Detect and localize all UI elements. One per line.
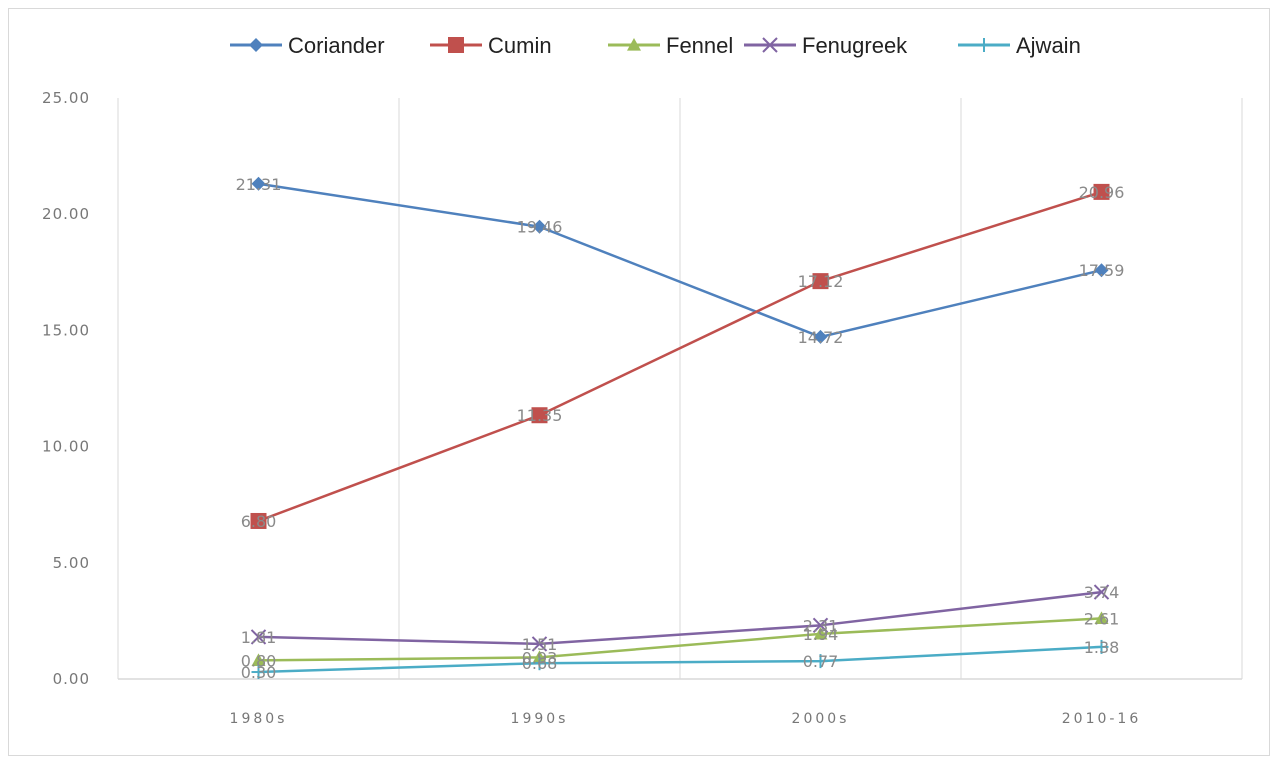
legend-item-fennel[interactable]: Fennel [608, 33, 733, 58]
legend-label: Cumin [488, 33, 552, 58]
data-label-fenugreek: 1.51 [522, 635, 558, 654]
y-tick-label: 5.00 [53, 554, 90, 572]
y-tick-label: 25.00 [42, 89, 90, 107]
data-point-marker [251, 176, 266, 191]
data-point-marker [627, 38, 641, 51]
legend: Coriander Cumin Fennel Fenugreek Ajwain [230, 33, 1081, 58]
legend-item-ajwain[interactable]: Ajwain [958, 33, 1081, 58]
data-label-coriander: 14.72 [798, 328, 844, 347]
data-label-coriander: 21.31 [236, 175, 282, 194]
data-point-marker [250, 512, 267, 529]
data-label-ajwain: 0.30 [241, 663, 277, 682]
legend-label: Fenugreek [802, 33, 908, 58]
chart-frame [8, 8, 1270, 756]
data-point-marker [448, 37, 464, 53]
data-label-ajwain: 0.68 [522, 654, 558, 673]
data-label-cumin: 6.80 [241, 512, 277, 531]
legend-item-cumin[interactable]: Cumin [430, 33, 552, 58]
legend-label: Ajwain [1016, 33, 1081, 58]
data-point-marker [1094, 263, 1109, 278]
data-point-marker [813, 329, 828, 344]
data-point-marker [251, 653, 266, 667]
y-tick-label: 20.00 [42, 205, 90, 223]
y-tick-label: 0.00 [53, 670, 90, 688]
data-point-marker [531, 407, 548, 424]
data-label-cumin: 20.96 [1079, 183, 1125, 202]
grid [117, 98, 1243, 679]
series-group [250, 176, 1110, 680]
data-label-fennel: 1.94 [803, 625, 839, 644]
series-line-fenugreek [258, 590, 1102, 646]
data-point-marker [249, 38, 263, 52]
series-line-ajwain [258, 645, 1102, 674]
x-tick-label: 2000s [792, 711, 850, 727]
data-label-ajwain: 1.38 [1084, 638, 1120, 657]
data-point-marker [532, 656, 547, 671]
x-tick-label: 2010-16 [1062, 711, 1142, 727]
data-label-fennel: 2.61 [1084, 609, 1120, 628]
data-point-marker [813, 626, 828, 640]
data-point-marker [977, 38, 991, 52]
data-point-marker [251, 665, 266, 680]
series-line-fennel [258, 617, 1102, 662]
data-point-marker [1093, 584, 1110, 600]
axes: 0.00 5.00 10.00 15.00 20.00 25.00 1980s 1990s 20… [42, 89, 1242, 727]
data-label-coriander: 17.59 [1079, 261, 1125, 280]
legend-item-coriander[interactable]: Coriander [230, 33, 385, 58]
series-line-cumin [258, 190, 1102, 523]
data-point-marker [812, 617, 829, 634]
data-point-marker [531, 636, 548, 652]
legend-label: Fennel [666, 33, 733, 58]
legend-label: Coriander [288, 33, 385, 58]
data-labels: 21.31 19.46 14.72 17.59 6.80 11.35 17.12 20.96 0… [236, 175, 1125, 682]
x-tick-label: 1990s [511, 711, 569, 727]
data-point-marker [532, 219, 547, 234]
data-point-marker [762, 37, 778, 53]
data-label-fenugreek: 2.31 [803, 616, 839, 635]
data-point-marker [250, 629, 267, 645]
data-point-marker [813, 654, 828, 669]
y-tick-label: 15.00 [42, 321, 90, 339]
data-label-fennel: 0.93 [522, 648, 558, 667]
data-point-marker [1094, 611, 1109, 624]
series-line-coriander [258, 182, 1102, 339]
y-tick-label: 10.00 [42, 438, 90, 456]
data-label-fennel: 0.80 [241, 651, 277, 670]
data-label-fenugreek: 3.74 [1084, 583, 1120, 602]
legend-item-fenugreek[interactable]: Fenugreek [744, 33, 908, 58]
data-label-ajwain: 0.77 [803, 652, 839, 671]
data-label-cumin: 11.35 [517, 406, 563, 425]
data-label-cumin: 17.12 [798, 272, 844, 291]
data-label-coriander: 19.46 [517, 218, 563, 237]
data-point-marker [1093, 183, 1110, 200]
data-point-marker [812, 273, 829, 290]
x-tick-label: 1980s [230, 711, 288, 727]
data-point-marker [1094, 639, 1109, 654]
data-label-fenugreek: 1.81 [241, 628, 277, 647]
